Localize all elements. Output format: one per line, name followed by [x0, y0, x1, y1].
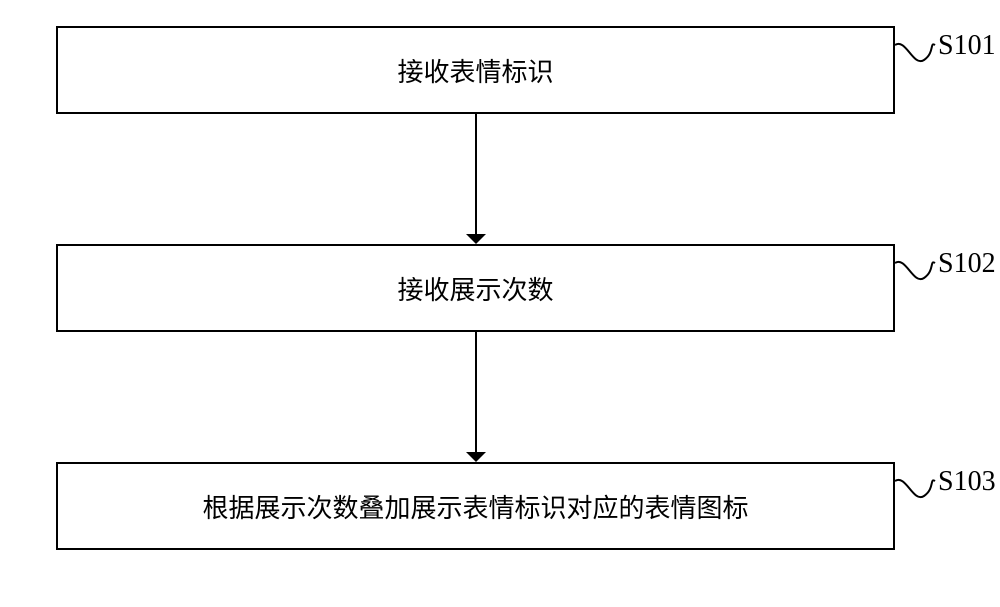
arrow-2-line — [475, 332, 477, 452]
flow-step-1: 接收表情标识 — [56, 26, 895, 114]
flow-step-1-label: S101 — [938, 30, 996, 62]
flow-step-3-text: 根据展示次数叠加展示表情标识对应的表情图标 — [202, 488, 748, 525]
flow-step-1-text: 接收表情标识 — [397, 52, 553, 89]
arrow-1-head — [466, 234, 486, 244]
flow-step-3-label: S103 — [938, 466, 996, 498]
flow-step-2-label: S102 — [938, 248, 996, 280]
flow-step-2: 接收展示次数 — [56, 244, 895, 332]
flow-step-2-text: 接收展示次数 — [397, 270, 553, 307]
flow-step-3: 根据展示次数叠加展示表情标识对应的表情图标 — [56, 462, 895, 550]
arrow-2-head — [466, 452, 486, 462]
arrow-1-line — [475, 114, 477, 234]
